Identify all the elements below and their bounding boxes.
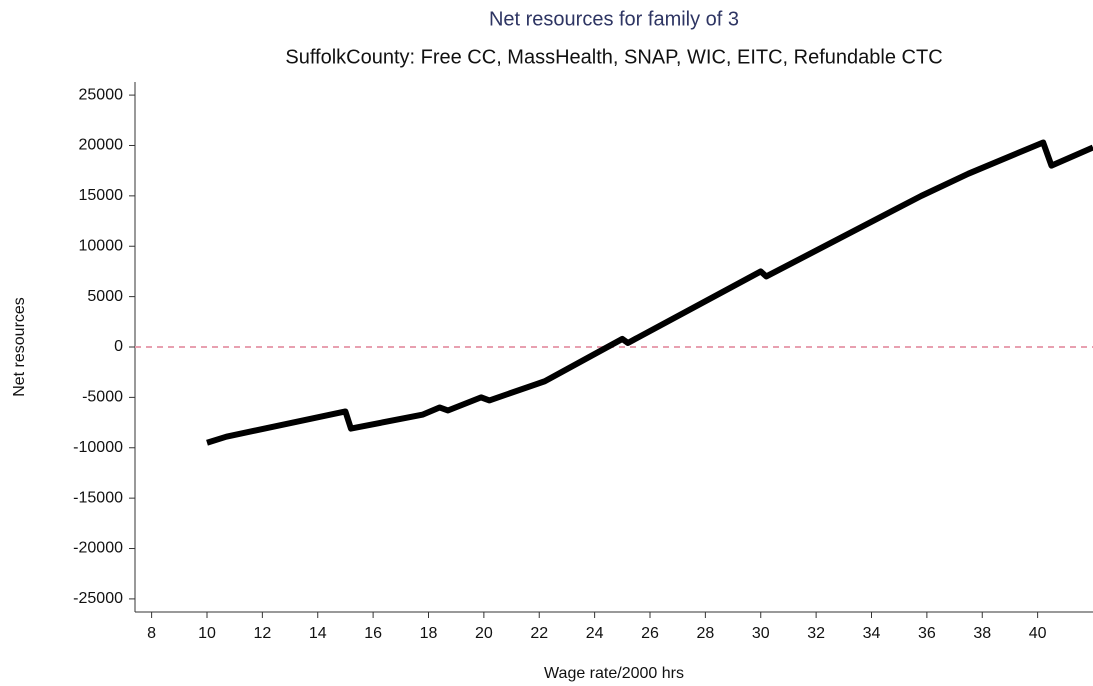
x-tick-label: 30 (752, 625, 770, 642)
x-tick-label: 26 (641, 625, 659, 642)
x-tick-label: 8 (147, 625, 156, 642)
x-tick-label: 18 (420, 625, 438, 642)
y-tick-label: -10000 (73, 439, 123, 456)
x-tick-label: 38 (973, 625, 991, 642)
data-line (206, 139, 1093, 446)
x-tick-label: 32 (807, 625, 825, 642)
x-tick-label: 24 (586, 625, 604, 642)
chart-subtitle: SuffolkCounty: Free CC, MassHealth, SNAP… (285, 46, 942, 68)
x-axis-label: Wage rate/2000 hrs (544, 665, 684, 682)
x-tick-label: 14 (309, 625, 327, 642)
y-tick-label: -20000 (73, 540, 123, 557)
y-tick-label: 5000 (87, 288, 123, 305)
x-tick-label: 12 (253, 625, 271, 642)
x-tick-label: 28 (696, 625, 714, 642)
y-tick-label: -25000 (73, 590, 123, 607)
x-tick-label: 22 (530, 625, 548, 642)
y-tick-label: -15000 (73, 489, 123, 506)
x-tick-label: 36 (918, 625, 936, 642)
x-tick-label: 20 (475, 625, 493, 642)
y-tick-label: 0 (114, 338, 123, 355)
y-tick-label: 20000 (79, 137, 124, 154)
y-tick-label: 15000 (79, 187, 124, 204)
x-tick-label: 16 (364, 625, 382, 642)
chart-title: Net resources for family of 3 (489, 8, 739, 30)
x-tick-label: 34 (863, 625, 881, 642)
x-tick-label: 10 (198, 625, 216, 642)
y-tick-label: 10000 (79, 237, 124, 254)
y-tick-label: -5000 (82, 389, 123, 406)
y-tick-label: 25000 (79, 86, 124, 103)
y-axis-label: Net resources (11, 297, 28, 397)
x-tick-label: 40 (1029, 625, 1047, 642)
